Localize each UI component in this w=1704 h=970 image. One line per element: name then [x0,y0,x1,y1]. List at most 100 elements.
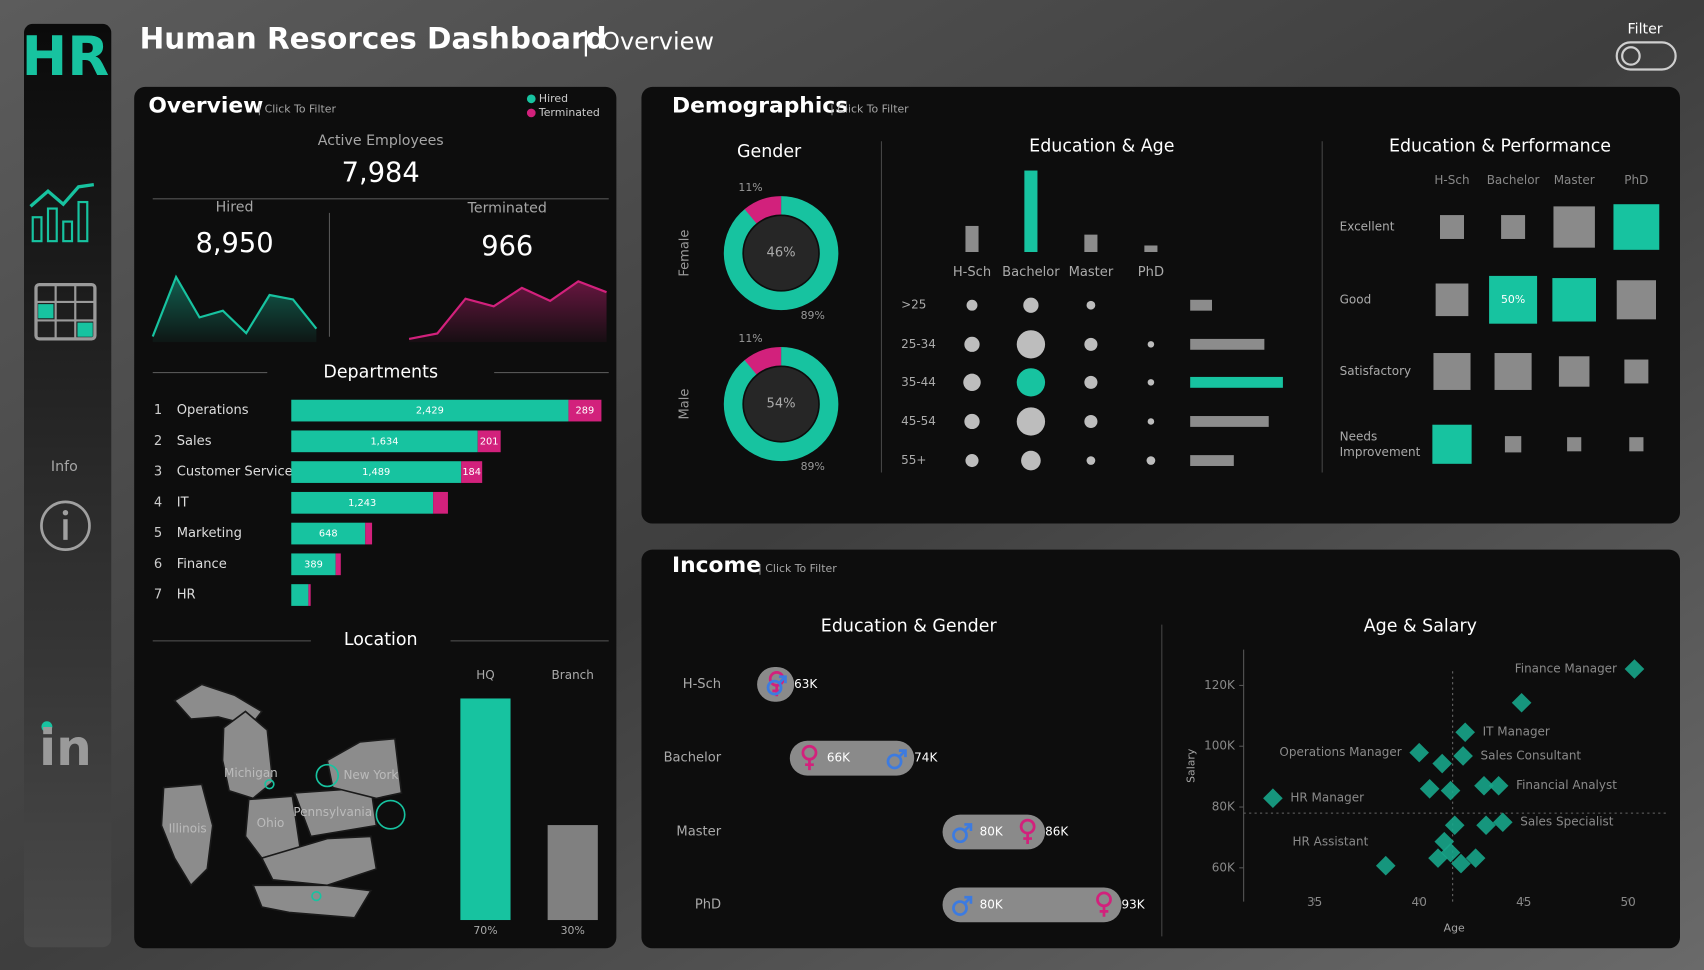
female-marker [1019,818,1036,844]
chart-icon[interactable] [29,183,95,243]
x-tick-label: 35 [1307,895,1322,909]
male-icon [886,753,903,770]
education-bar [1024,170,1038,253]
bubble [1016,330,1046,359]
section-title: Gender [737,142,802,162]
female-icon [1099,905,1109,917]
filter-hint[interactable]: | Click To Filter [830,103,909,116]
info-icon[interactable] [40,500,91,551]
filter-label: Filter [1628,21,1663,37]
bar-label: 389 [304,559,323,570]
kpi-label: Active Employees [318,133,444,149]
x-tick-label: 50 [1621,895,1636,909]
section-title: Age & Salary [1364,617,1477,637]
icon-line [29,183,95,208]
bubble [1021,450,1041,471]
dept-rank: 5 [154,526,162,541]
map-state [326,737,403,800]
salary-range [789,740,915,776]
perf-square [1433,353,1471,390]
value-label: 80K [980,897,1004,911]
dept-bar-hired [291,553,336,576]
info-label: Info [51,459,78,475]
kpi-label: Hired [216,199,254,215]
section-title: Education & Gender [821,617,998,637]
dept-bar-hired [291,461,462,483]
bubble [965,454,979,468]
bubble [1086,300,1096,310]
bubble [1084,337,1098,351]
education-bar [1144,245,1158,253]
trend-area [152,276,317,343]
kpi-value: 7,984 [342,157,420,188]
icon-cell [77,322,93,337]
male-icon [963,823,973,832]
panel-title: Income [672,553,761,578]
map-state [221,710,274,800]
dept-name: Sales [177,434,212,449]
education-label: Master [1069,265,1114,280]
linkedin-dot [41,721,53,733]
legend-label: Hired [539,92,568,105]
male-icon [766,679,783,696]
perf-square [1624,359,1649,384]
table-icon[interactable] [34,282,97,341]
map-marker [311,890,322,902]
donut-center: 46% [767,246,796,261]
logo: HR [22,24,110,88]
age-bar [1190,416,1269,427]
bar-label: 201 [480,436,499,447]
scatter-point [1624,659,1645,679]
perf-square [1435,283,1469,317]
male-marker [952,895,973,916]
filter-toggle[interactable] [1615,41,1677,71]
dept-bar-terminated [433,491,448,514]
bubble [1084,414,1098,428]
panel-title: Overview [148,93,263,118]
point-label: Sales Consultant [1481,748,1582,762]
age-label: 45-54 [901,414,936,428]
category-label: H-Sch [683,677,721,692]
bar-label: 1,634 [370,436,398,447]
section-title: Location [344,630,418,650]
perf-square [1501,215,1526,239]
dept-bar-hired [291,399,569,422]
dept-bar-terminated [308,584,311,606]
scatter-point [1440,780,1461,801]
location-bar [460,698,511,921]
age-bar [1190,455,1234,466]
linkedin-icon[interactable]: in [39,719,92,777]
male-icon [952,827,968,844]
bar-value: 70% [473,924,497,937]
bar-label: 1,489 [362,467,390,478]
filter-hint[interactable]: | Click To Filter [758,562,837,575]
male-marker [952,823,973,844]
bar-label: 2,429 [416,406,444,417]
cell-label: 50% [1501,293,1525,306]
scatter-point [1492,812,1513,833]
value-label: 66K [827,751,851,765]
icon-bar [77,200,89,243]
filter-hint[interactable]: | Click To Filter [257,103,336,116]
section-title: Departments [323,363,438,383]
info-dot [62,509,69,516]
education-label: Bachelor [1002,265,1060,280]
donut-label: 89% [801,309,825,322]
dept-rank: 2 [154,434,162,449]
demographics-panel [641,86,1680,524]
column-label: Master [1554,173,1595,187]
y-tick-label: 120K [1204,678,1236,692]
male-icon [897,749,907,759]
male-marker [886,749,907,770]
donut-minor [723,347,839,462]
scatter-point [1428,848,1448,868]
point-label: Financial Analyst [1516,778,1617,792]
value-label: 63K [794,677,818,691]
scatter-point [1455,722,1475,743]
dept-name: Customer Service [177,465,293,480]
dept-bar-terminated [461,461,483,483]
location-bar [547,825,598,921]
row-label: Good [1340,292,1372,306]
map-state [260,835,378,887]
